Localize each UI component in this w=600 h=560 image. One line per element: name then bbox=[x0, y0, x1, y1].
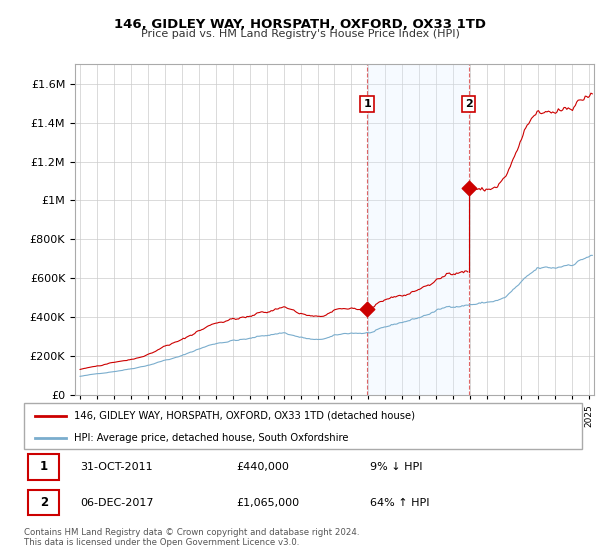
Text: 31-OCT-2011: 31-OCT-2011 bbox=[80, 462, 152, 472]
Text: 1: 1 bbox=[363, 99, 371, 109]
Text: £1,065,000: £1,065,000 bbox=[236, 498, 299, 507]
FancyBboxPatch shape bbox=[24, 403, 582, 449]
Text: Contains HM Land Registry data © Crown copyright and database right 2024.
This d: Contains HM Land Registry data © Crown c… bbox=[24, 528, 359, 547]
Text: HPI: Average price, detached house, South Oxfordshire: HPI: Average price, detached house, Sout… bbox=[74, 433, 349, 442]
Text: 2: 2 bbox=[465, 99, 473, 109]
FancyBboxPatch shape bbox=[28, 489, 59, 515]
Text: £440,000: £440,000 bbox=[236, 462, 289, 472]
Text: 64% ↑ HPI: 64% ↑ HPI bbox=[370, 498, 430, 507]
FancyBboxPatch shape bbox=[28, 454, 59, 479]
Point bbox=[464, 183, 473, 192]
Text: 1: 1 bbox=[40, 460, 48, 473]
Text: 06-DEC-2017: 06-DEC-2017 bbox=[80, 498, 154, 507]
Text: 9% ↓ HPI: 9% ↓ HPI bbox=[370, 462, 422, 472]
Text: 146, GIDLEY WAY, HORSPATH, OXFORD, OX33 1TD (detached house): 146, GIDLEY WAY, HORSPATH, OXFORD, OX33 … bbox=[74, 410, 415, 421]
Text: Price paid vs. HM Land Registry's House Price Index (HPI): Price paid vs. HM Land Registry's House … bbox=[140, 29, 460, 39]
Point bbox=[362, 305, 372, 314]
Text: 2: 2 bbox=[40, 496, 48, 509]
Text: 146, GIDLEY WAY, HORSPATH, OXFORD, OX33 1TD: 146, GIDLEY WAY, HORSPATH, OXFORD, OX33 … bbox=[114, 18, 486, 31]
Bar bbox=[367, 64, 469, 395]
